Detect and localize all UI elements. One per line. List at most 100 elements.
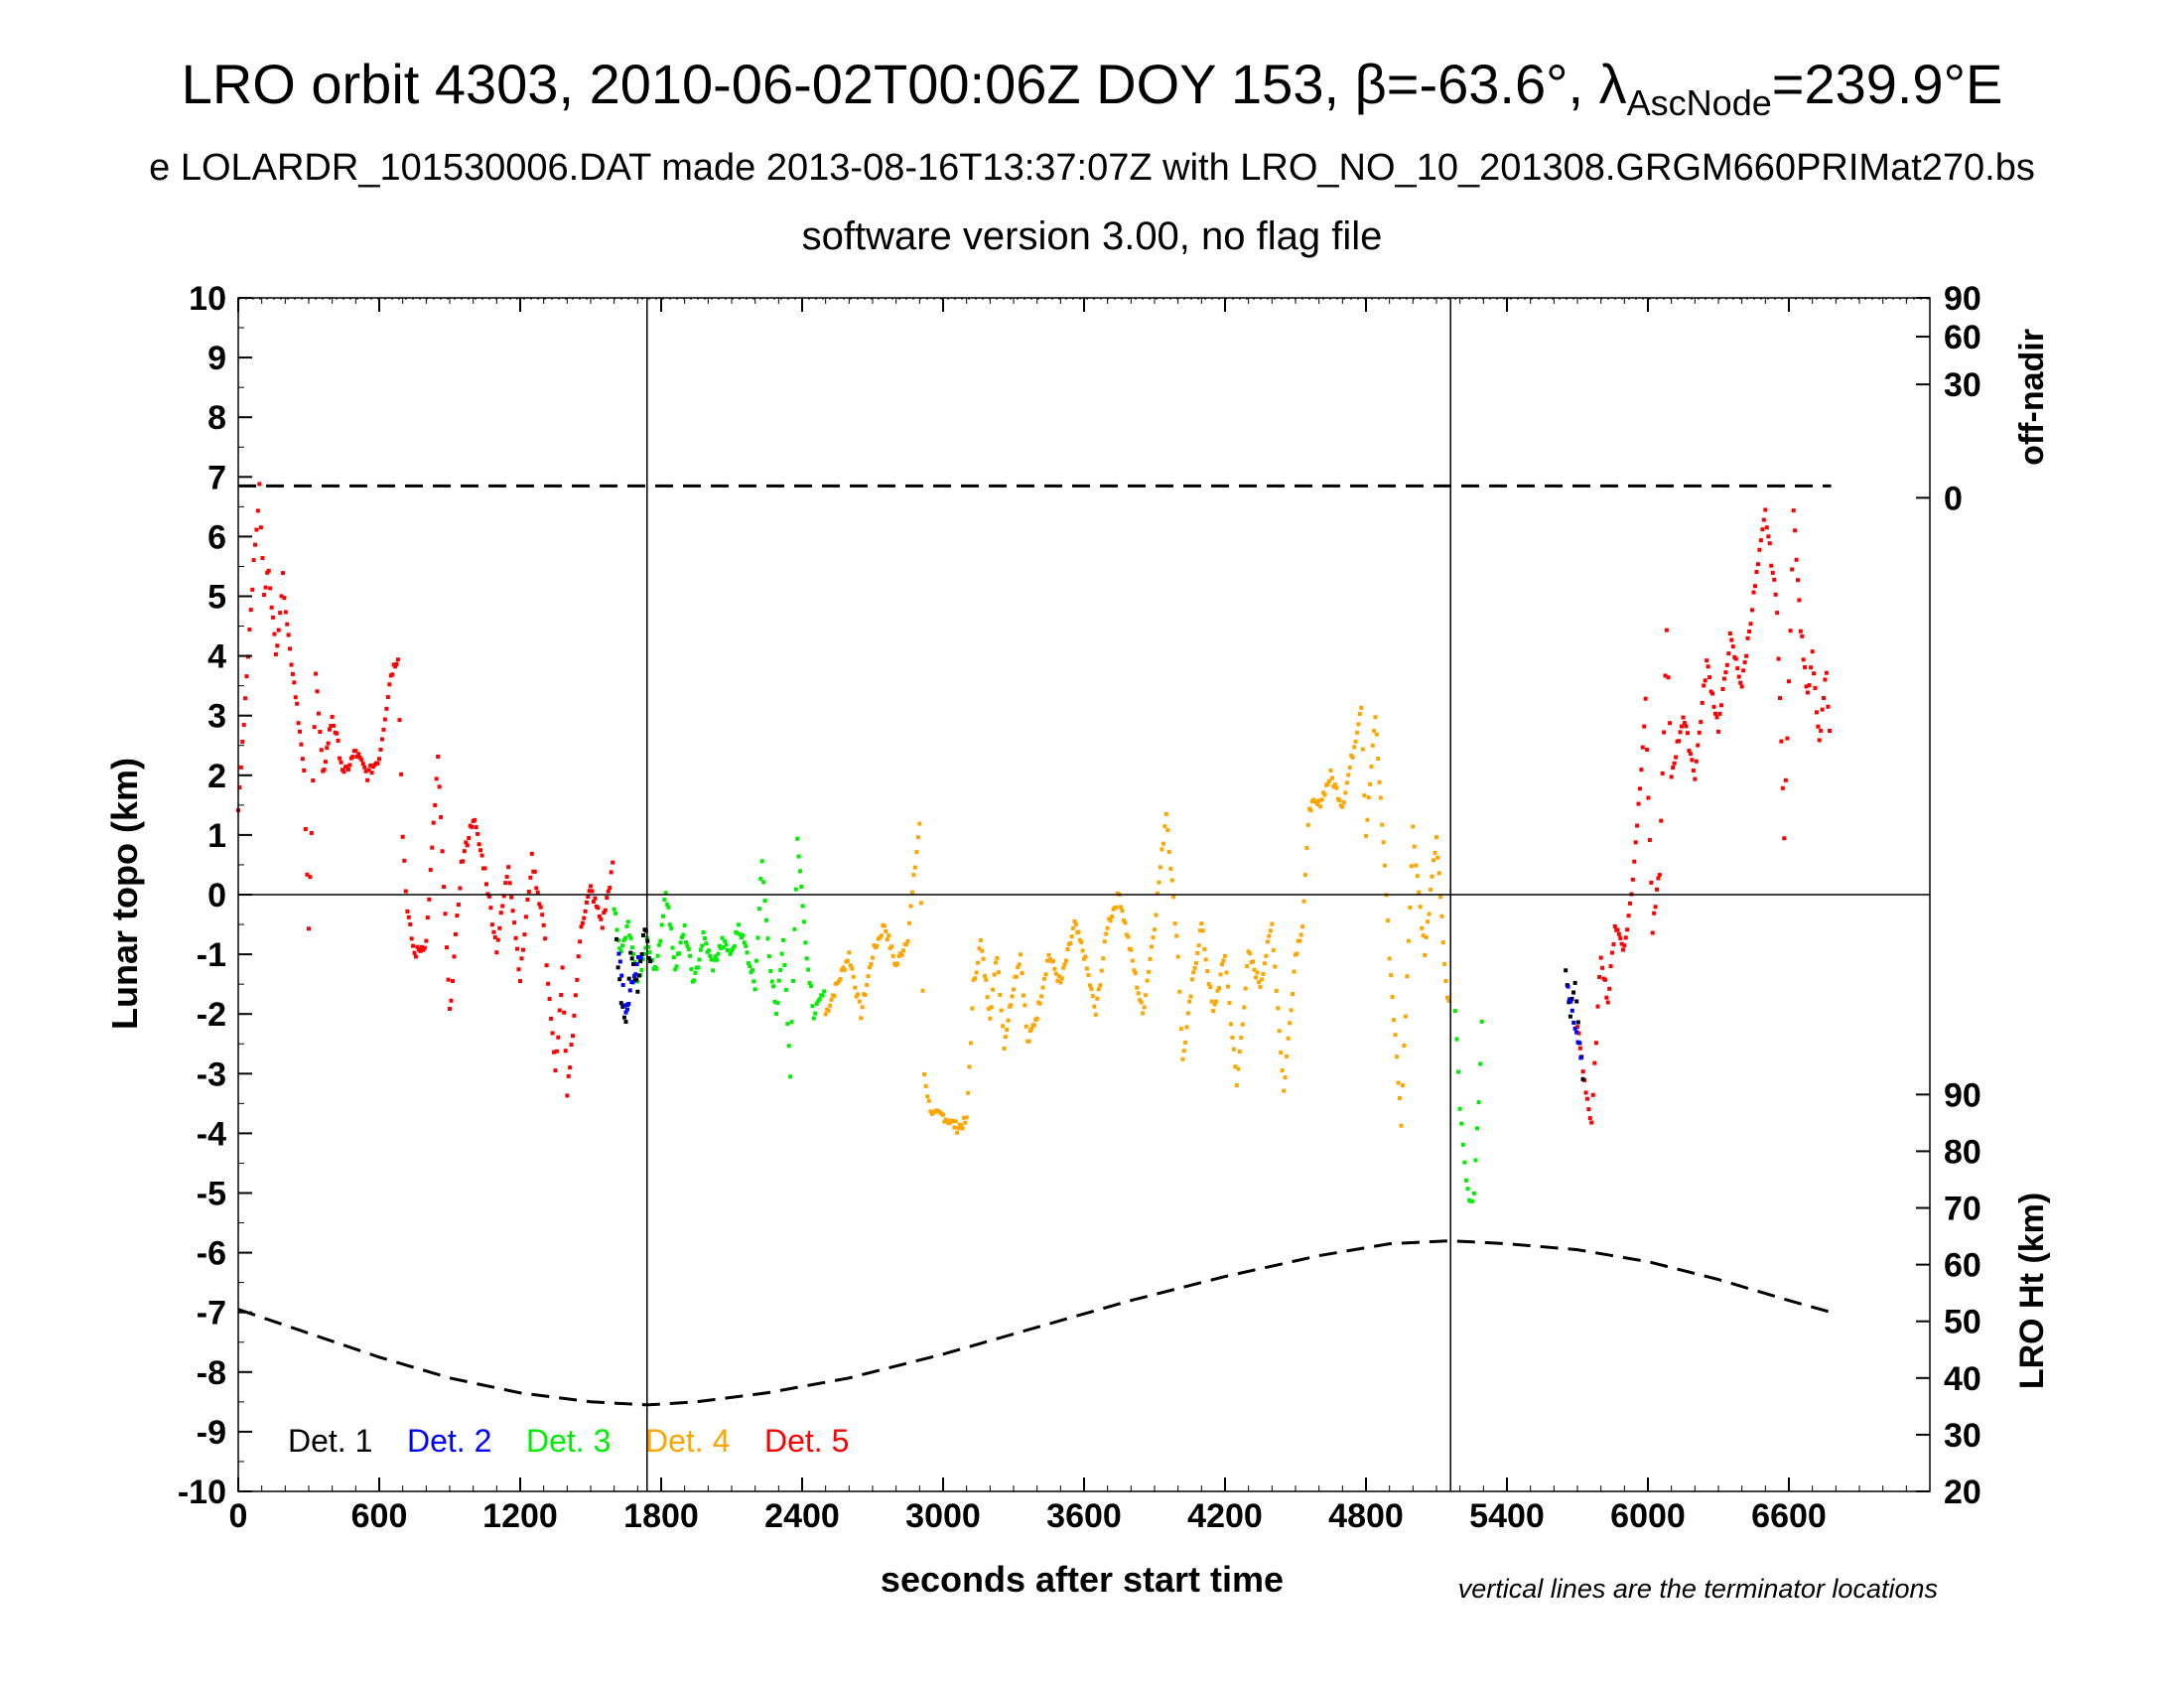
data-point [1395, 1055, 1400, 1059]
data-point [612, 907, 616, 912]
data-point [1769, 563, 1774, 568]
data-point [497, 925, 502, 930]
data-point [1228, 1022, 1233, 1027]
data-point [872, 943, 877, 948]
data-point [875, 943, 880, 948]
data-point [599, 916, 604, 921]
data-point [917, 821, 922, 826]
data-point [1200, 928, 1205, 933]
data-point [617, 959, 622, 964]
data-point [1690, 758, 1695, 763]
data-point [963, 1120, 968, 1125]
title-main-prefix: LRO orbit 4303, 2010-06-02T00:06Z DOY 15… [181, 53, 1627, 115]
data-point [1154, 913, 1159, 917]
data-point [1347, 765, 1352, 770]
data-point [615, 965, 620, 970]
data-point [1576, 1031, 1581, 1036]
data-point [525, 897, 530, 902]
data-point [243, 696, 248, 701]
data-point [643, 945, 648, 950]
data-point [597, 914, 602, 918]
data-point [596, 906, 601, 911]
data-point [773, 1012, 778, 1017]
data-point [510, 909, 515, 914]
data-point [828, 1003, 833, 1008]
data-point [293, 695, 298, 700]
data-point [1574, 999, 1579, 1004]
data-point [1059, 976, 1064, 981]
data-point [1341, 800, 1346, 805]
data-point [752, 987, 757, 992]
data-point [708, 953, 713, 958]
data-point [1766, 534, 1771, 539]
data-point [1220, 962, 1225, 967]
data-point [1572, 980, 1577, 985]
data-point [904, 942, 909, 947]
data-point [590, 889, 595, 894]
data-point [449, 998, 454, 1003]
data-point [325, 746, 330, 751]
data-point [920, 988, 925, 993]
data-point [473, 817, 478, 822]
data-point [571, 1034, 576, 1039]
data-point [973, 976, 978, 981]
legend-item: Det. 5 [764, 1423, 849, 1459]
data-point [1169, 878, 1174, 883]
data-point [899, 953, 904, 958]
data-point [1723, 670, 1728, 675]
data-point [977, 946, 982, 951]
data-point [884, 928, 888, 933]
data-point [998, 993, 1003, 998]
data-point [1826, 704, 1831, 709]
data-point [1079, 939, 1084, 944]
data-point [1252, 967, 1257, 972]
data-point [443, 912, 448, 916]
data-point [661, 914, 666, 918]
data-point [1050, 958, 1055, 963]
data-point [692, 978, 697, 983]
data-point [814, 1001, 819, 1006]
data-point [1118, 905, 1123, 910]
y-tick-label: 5 [207, 579, 226, 617]
data-point [1302, 873, 1307, 878]
data-point [719, 945, 724, 950]
data-point [639, 952, 644, 957]
data-point [1024, 1024, 1028, 1029]
data-point [1141, 1011, 1146, 1016]
data-point [914, 850, 919, 855]
data-point [1352, 745, 1357, 750]
data-point [1245, 964, 1250, 969]
data-point [633, 972, 638, 977]
data-point [1636, 801, 1641, 806]
data-point [248, 608, 253, 613]
data-point [654, 966, 659, 971]
data-point [643, 928, 648, 933]
data-point [678, 940, 683, 945]
data-point [879, 933, 884, 938]
data-point [302, 768, 307, 773]
data-point [395, 657, 400, 662]
data-point [1583, 1090, 1588, 1095]
data-point [593, 896, 598, 901]
data-point [1040, 985, 1045, 990]
data-point [1093, 1012, 1098, 1017]
data-point [1702, 683, 1706, 688]
data-point [1643, 696, 1648, 701]
data-point [341, 770, 346, 774]
data-point [712, 957, 717, 962]
data-point [1095, 996, 1100, 1001]
data-point [1316, 798, 1321, 803]
y-tick-label: 10 [189, 280, 226, 318]
data-point [315, 689, 320, 694]
data-point [901, 948, 906, 953]
data-point [811, 1016, 816, 1021]
data-point [748, 964, 752, 969]
data-point [1355, 730, 1360, 735]
data-point [1121, 917, 1126, 922]
data-point [1685, 731, 1690, 736]
data-point [382, 717, 387, 722]
data-point [865, 983, 870, 988]
data-point [258, 525, 263, 530]
data-point [1736, 674, 1741, 679]
data-point [1064, 958, 1069, 963]
